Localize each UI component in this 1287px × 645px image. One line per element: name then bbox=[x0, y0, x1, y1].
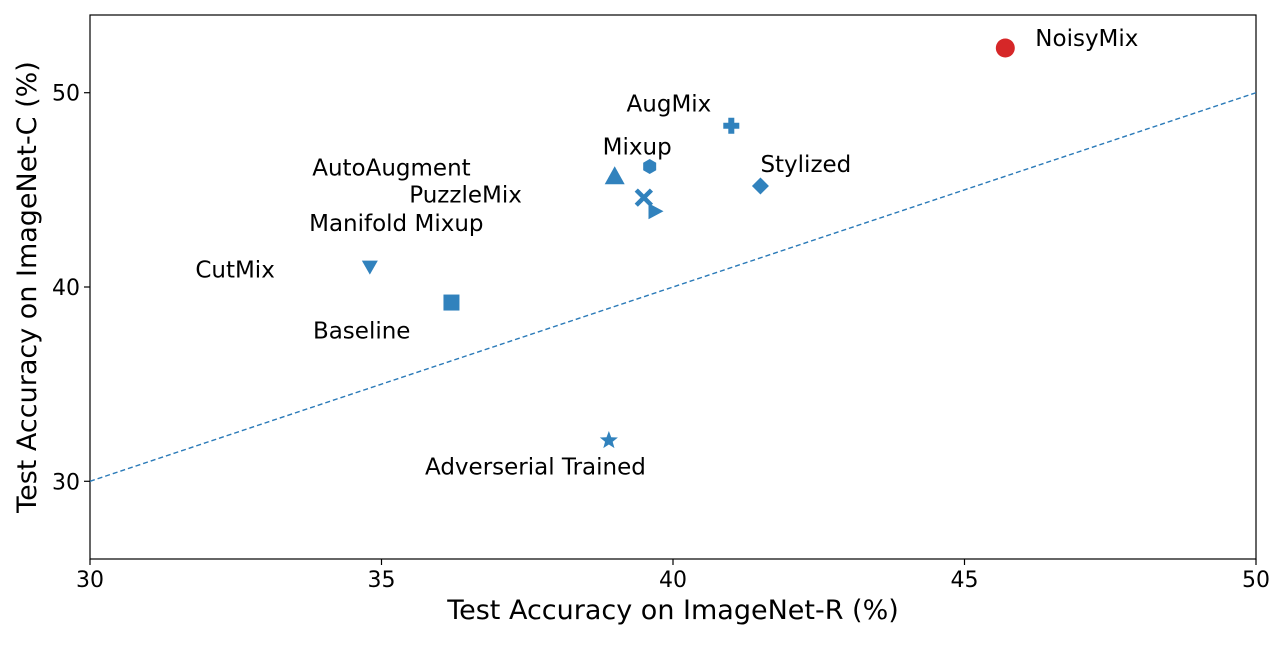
x-tick-label: 50 bbox=[1242, 568, 1270, 593]
data-point-label: AugMix bbox=[627, 92, 712, 118]
x-tick-label: 45 bbox=[951, 568, 979, 593]
data-point-labels: NoisyMix AugMix Mixup Stylized AutoAugmentPu… bbox=[195, 26, 1138, 480]
y-tick-label: 30 bbox=[52, 470, 80, 495]
data-point bbox=[599, 430, 618, 449]
data-point bbox=[634, 188, 654, 207]
data-point-label: Baseline bbox=[313, 319, 411, 345]
data-point bbox=[648, 203, 664, 220]
x-axis-ticks: 30 35 40 45 50 bbox=[76, 559, 1270, 593]
x-axis-title: Test Accuracy on ImageNet-R (%) bbox=[446, 595, 899, 626]
y-axis-ticks: 30 40 50 bbox=[52, 82, 90, 495]
data-points bbox=[361, 38, 1015, 449]
data-point bbox=[361, 260, 378, 275]
data-point-label: Stylized bbox=[760, 152, 851, 178]
y-tick-label: 40 bbox=[52, 276, 80, 301]
data-point-label: Mixup bbox=[603, 135, 672, 161]
data-point-label: NoisyMix bbox=[1035, 26, 1138, 52]
data-point-label: CutMix bbox=[195, 258, 275, 284]
x-tick-label: 35 bbox=[368, 568, 396, 593]
x-tick-label: 30 bbox=[76, 568, 104, 593]
y-tick-label: 50 bbox=[52, 82, 80, 107]
reference-diagonal-line bbox=[89, 92, 1257, 482]
data-point-label: Adverserial Trained bbox=[425, 454, 646, 480]
y-axis-title: Test Accuracy on ImageNet-C (%) bbox=[12, 61, 43, 514]
data-point-label: Manifold Mixup bbox=[309, 211, 483, 237]
plot-area bbox=[89, 14, 1257, 560]
data-point bbox=[995, 38, 1015, 58]
data-point-label: AutoAugment bbox=[312, 155, 470, 181]
data-point bbox=[751, 177, 769, 195]
data-point-label: PuzzleMix bbox=[409, 183, 522, 209]
data-point bbox=[604, 166, 625, 185]
x-tick-label: 40 bbox=[659, 568, 687, 593]
data-point bbox=[443, 294, 460, 311]
data-point bbox=[643, 159, 657, 175]
data-point bbox=[723, 117, 740, 134]
